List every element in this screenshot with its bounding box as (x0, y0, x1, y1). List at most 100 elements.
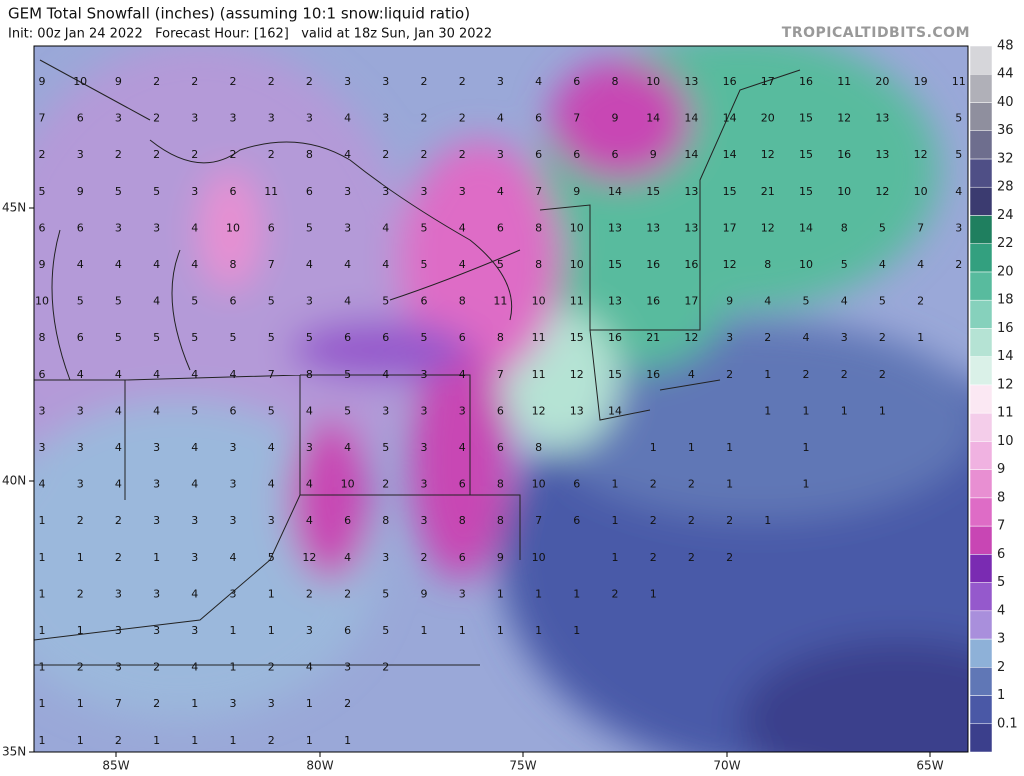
grid-value: 3 (77, 478, 84, 491)
grid-value: 3 (115, 624, 122, 637)
grid-value: 6 (344, 624, 351, 637)
grid-value: 15 (608, 368, 622, 381)
grid-value: 3 (382, 551, 389, 564)
grid-value: 2 (39, 148, 46, 161)
grid-value: 2 (382, 148, 389, 161)
grid-value: 2 (459, 148, 466, 161)
grid-value: 3 (726, 331, 733, 344)
colorbar-label: 18 (997, 293, 1014, 308)
grid-value: 6 (535, 148, 542, 161)
grid-value: 4 (306, 258, 313, 271)
grid-value: 5 (268, 404, 275, 417)
grid-value: 4 (77, 368, 84, 381)
grid-value: 4 (955, 185, 962, 198)
grid-value: 3 (230, 587, 237, 600)
grid-value: 8 (497, 478, 504, 491)
lon-label: 70W (713, 759, 740, 773)
grid-value: 3 (153, 587, 160, 600)
grid-value: 9 (77, 185, 84, 198)
grid-value: 16 (837, 148, 851, 161)
grid-value: 5 (421, 258, 428, 271)
grid-value: 1 (230, 734, 237, 747)
grid-value: 4 (764, 295, 771, 308)
grid-value: 5 (115, 185, 122, 198)
grid-value: 6 (39, 368, 46, 381)
grid-value: 2 (115, 734, 122, 747)
grid-value: 4 (115, 368, 122, 381)
grid-value: 2 (917, 295, 924, 308)
grid-value: 3 (77, 441, 84, 454)
colorbar-label: 12 (997, 377, 1014, 392)
grid-value: 4 (191, 478, 198, 491)
grid-value: 1 (726, 441, 733, 454)
grid-value: 14 (723, 112, 737, 125)
grid-value: 4 (115, 478, 122, 491)
grid-value: 5 (421, 331, 428, 344)
grid-value: 6 (573, 148, 580, 161)
grid-value: 2 (726, 551, 733, 564)
title: GEM Total Snowfall (inches) (assuming 10… (8, 5, 470, 23)
grid-value: 2 (650, 514, 657, 527)
grid-value: 1 (421, 624, 428, 637)
grid-value: 4 (115, 441, 122, 454)
colorbar-label: 11 (997, 406, 1014, 421)
colorbar-label: 20 (997, 264, 1014, 279)
grid-value: 11 (570, 295, 584, 308)
colorbar-cell (969, 271, 993, 301)
grid-value: 16 (608, 331, 622, 344)
grid-value: 17 (723, 221, 737, 234)
grid-value: 1 (77, 551, 84, 564)
grid-value: 10 (341, 478, 355, 491)
grid-value: 4 (153, 404, 160, 417)
colorbar-cell (969, 497, 993, 527)
grid-value: 12 (761, 148, 775, 161)
grid-value: 3 (230, 112, 237, 125)
grid-value: 1 (803, 404, 810, 417)
grid-value: 14 (608, 404, 622, 417)
grid-value: 10 (570, 258, 584, 271)
grid-value: 4 (115, 258, 122, 271)
grid-value: 1 (153, 734, 160, 747)
grid-value: 8 (535, 441, 542, 454)
grid-value: 4 (841, 295, 848, 308)
grid-value: 13 (608, 221, 622, 234)
grid-value: 3 (153, 514, 160, 527)
colorbar-cell (969, 667, 993, 696)
grid-value: 6 (573, 514, 580, 527)
grid-value: 16 (646, 295, 660, 308)
grid-value: 3 (115, 587, 122, 600)
grid-value: 5 (344, 368, 351, 381)
grid-value: 4 (459, 441, 466, 454)
grid-value: 5 (344, 404, 351, 417)
colorbar-label: 9 (997, 462, 1005, 477)
grid-value: 4 (344, 295, 351, 308)
grid-value: 5 (841, 258, 848, 271)
grid-value: 4 (497, 185, 504, 198)
grid-value: 3 (268, 697, 275, 710)
colorbar-label: 22 (997, 236, 1014, 251)
grid-values: 9 10 9 2 2 2 2 2 3 3 2 2 3 4 6 8 10 13 16 17 16 11 20 19 117 6 3 2 3… (35, 75, 966, 747)
grid-value: 8 (459, 514, 466, 527)
grid-value: 14 (723, 148, 737, 161)
grid-value: 4 (268, 478, 275, 491)
colorbar-cell (969, 441, 993, 470)
grid-value: 11 (952, 75, 966, 88)
grid-value: 1 (344, 734, 351, 747)
grid-value: 2 (459, 112, 466, 125)
lat-label: 40N (2, 474, 26, 488)
subtitle: Init: 00z Jan 24 2022 Forecast Hour: [16… (8, 27, 492, 42)
grid-value: 2 (115, 551, 122, 564)
grid-value: 10 (532, 295, 546, 308)
grid-value: 6 (497, 441, 504, 454)
grid-value: 2 (230, 75, 237, 88)
grid-value: 6 (268, 221, 275, 234)
grid-value: 7 (535, 185, 542, 198)
grid-value: 2 (688, 514, 695, 527)
grid-value: 1 (39, 624, 46, 637)
grid-value: 9 (497, 551, 504, 564)
grid-value: 2 (459, 75, 466, 88)
grid-value: 8 (764, 258, 771, 271)
grid-value: 10 (35, 295, 49, 308)
grid-value: 3 (77, 404, 84, 417)
grid-value: 4 (459, 221, 466, 234)
